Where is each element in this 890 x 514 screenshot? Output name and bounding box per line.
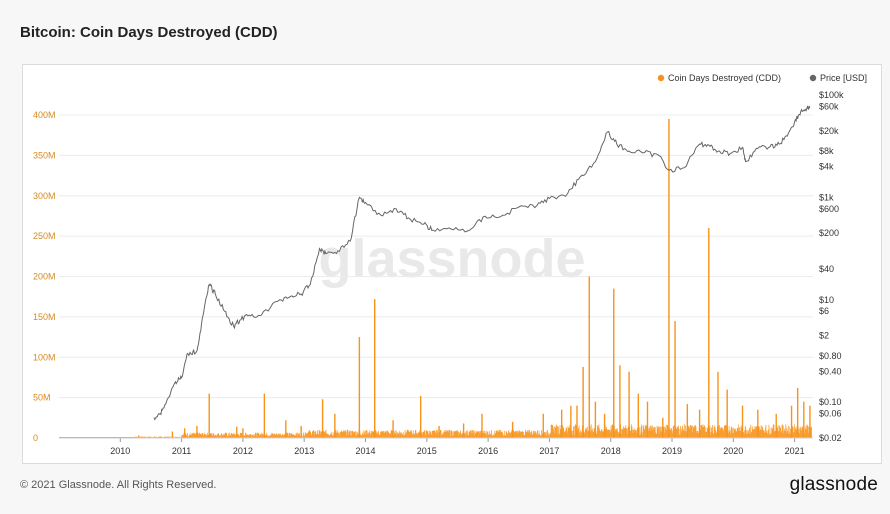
- y-left-tick-label: 250M: [33, 231, 56, 241]
- x-tick-label: 2016: [478, 446, 498, 456]
- y-right-tick-label: $6: [819, 306, 829, 316]
- x-tick-label: 2012: [233, 446, 253, 456]
- y-right-tick-label: $2: [819, 331, 829, 341]
- watermark: glassnode: [318, 229, 585, 289]
- y-right-tick-label: $0.06: [819, 409, 842, 419]
- copyright-text: © 2021 Glassnode. All Rights Reserved.: [20, 479, 217, 491]
- y-right-tick-label: $0.02: [819, 433, 842, 443]
- x-tick-label: 2015: [417, 446, 437, 456]
- legend-price-marker: [809, 74, 817, 82]
- legend-cdd-label: Coin Days Destroyed (CDD): [668, 73, 781, 83]
- x-tick-label: 2020: [723, 446, 743, 456]
- y-right-tick-label: $8k: [819, 146, 834, 156]
- y-right-tick-label: $600: [819, 204, 839, 214]
- cdd-baseline: [132, 424, 812, 438]
- y-left-tick-label: 200M: [33, 272, 56, 282]
- legend-price-label: Price [USD]: [820, 73, 867, 83]
- y-left-tick-label: 400M: [33, 110, 56, 120]
- y-right-tick-label: $40: [819, 264, 834, 274]
- chart-panel: glassnode 0 50M 100M 150M 200M 250M 300M 350M 40…: [22, 64, 882, 464]
- y-left-tick-label: 50M: [33, 393, 51, 403]
- axes: 0 50M 100M 150M 200M 250M 300M 350M 400M $0.02 $0.…: [33, 90, 844, 456]
- y-right-tick-label: $0.10: [819, 397, 842, 407]
- legend-cdd-marker: [657, 74, 665, 82]
- x-tick-label: 2011: [172, 446, 191, 456]
- y-right-tick-label: $60k: [819, 101, 839, 111]
- x-tick-label: 2017: [539, 446, 559, 456]
- y-left-tick-label: 150M: [33, 312, 56, 322]
- chart-title: Bitcoin: Coin Days Destroyed (CDD): [20, 24, 278, 41]
- x-tick-label: 2014: [355, 446, 375, 456]
- y-right-tick-label: $0.40: [819, 366, 842, 376]
- x-tick-label: 2019: [662, 446, 682, 456]
- y-left-tick-label: 350M: [33, 150, 56, 160]
- y-left-tick-label: 100M: [33, 352, 56, 362]
- x-tick-label: 2018: [601, 446, 621, 456]
- chart-svg: glassnode 0 50M 100M 150M 200M 250M 300M 350M 40…: [33, 73, 867, 456]
- y-right-tick-label: $20k: [819, 126, 839, 136]
- price-series: [153, 105, 811, 421]
- y-left-tick-label: 300M: [33, 191, 56, 201]
- grid: [59, 114, 813, 439]
- y-right-tick-label: $0.80: [819, 351, 842, 361]
- y-right-tick-label: $1k: [819, 192, 834, 202]
- price-line: [153, 105, 811, 421]
- y-left-tick-label: 0: [33, 433, 38, 443]
- y-right-tick-label: $200: [819, 228, 839, 238]
- y-right-tick-label: $100k: [819, 90, 844, 100]
- x-tick-label: 2013: [294, 446, 314, 456]
- legend[interactable]: Coin Days Destroyed (CDD) Price [USD]: [657, 73, 867, 83]
- y-right-tick-label: $10: [819, 295, 834, 305]
- glassnode-logo[interactable]: glassnode: [789, 474, 878, 495]
- y-right-tick-label: $4k: [819, 162, 834, 172]
- x-tick-label: 2021: [785, 446, 805, 456]
- x-tick-label: 2010: [110, 446, 130, 456]
